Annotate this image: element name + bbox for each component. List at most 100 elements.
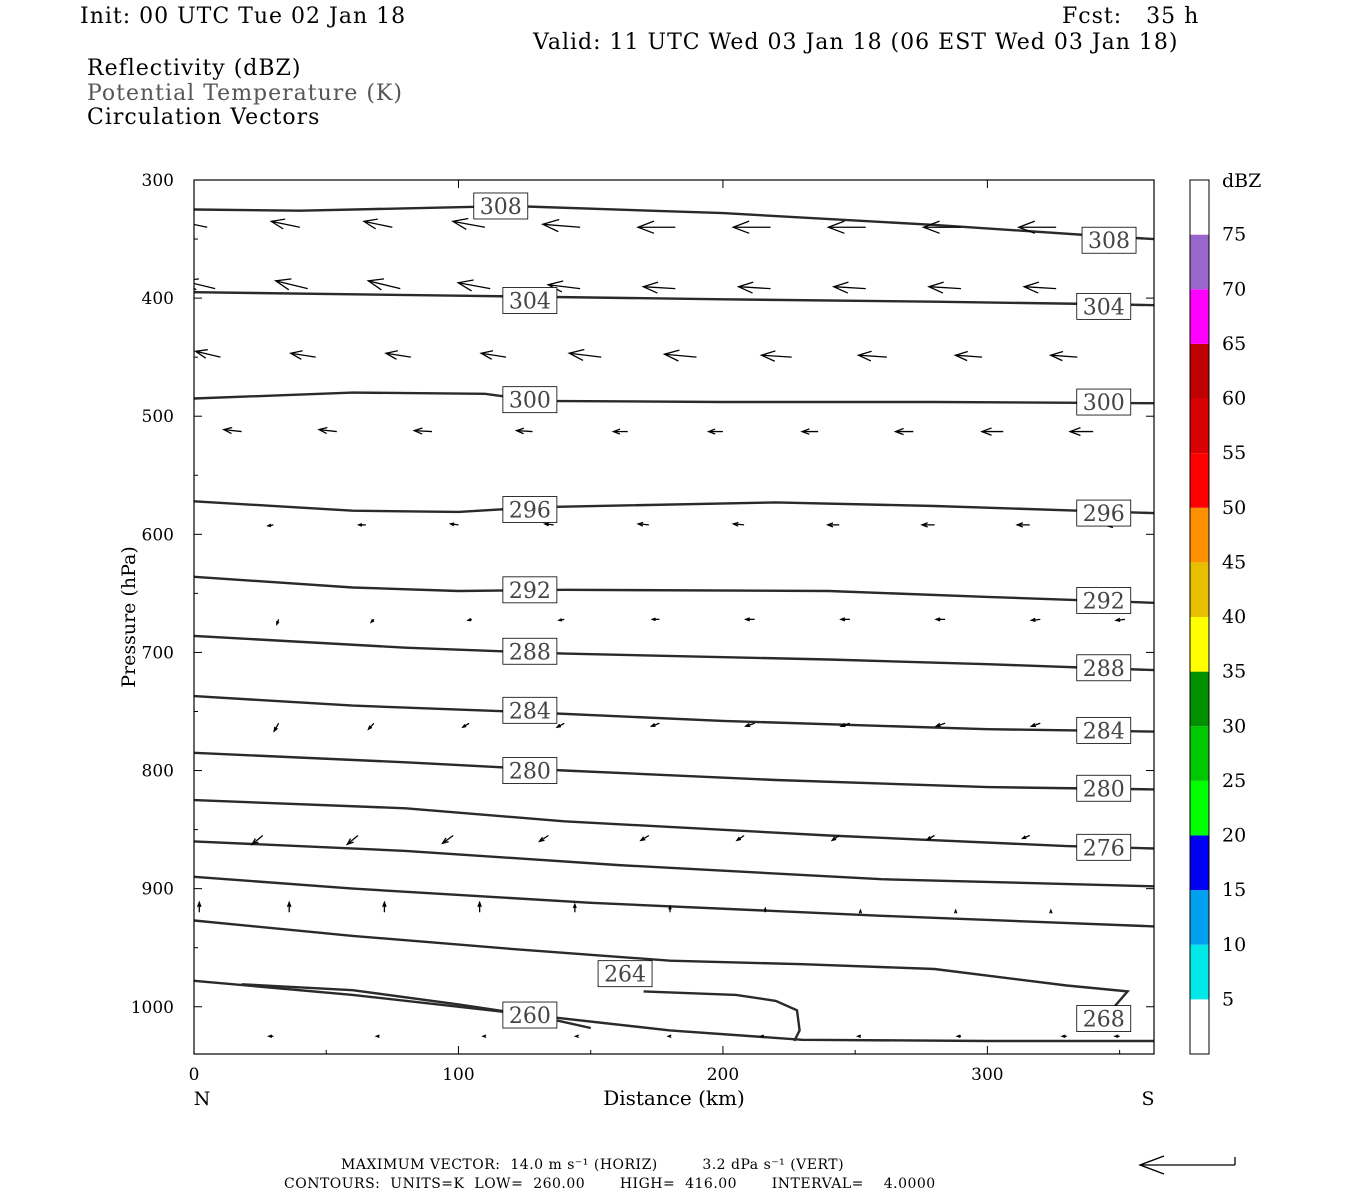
circulation-vector: [921, 220, 961, 234]
contour-label-304: 304: [509, 289, 551, 314]
circulation-vector: [743, 617, 755, 622]
circulation-vector: [831, 281, 866, 294]
contour-label-288: 288: [509, 640, 551, 665]
circulation-vector: [1048, 350, 1078, 362]
forecast-hour: Fcst: 35 h: [1062, 4, 1200, 29]
circulation-vector: [384, 350, 411, 360]
circulation-vector: [267, 1034, 274, 1039]
colorbar-label: 55: [1222, 442, 1246, 464]
contour-label-308: 308: [480, 195, 522, 220]
circulation-vector: [731, 220, 771, 234]
circulation-vector: [546, 280, 581, 293]
colorbar-label: 20: [1222, 825, 1246, 847]
circulation-vector: [920, 522, 935, 528]
circulation-vector: [369, 618, 375, 624]
circulation-vector: [839, 722, 851, 728]
contour-label-296: 296: [1083, 502, 1125, 527]
circulation-vector: [639, 834, 650, 842]
contour-label-box: [473, 192, 529, 220]
circulation-vector: [194, 223, 208, 228]
contour-label-box: [502, 757, 558, 784]
circulation-vector: [893, 427, 914, 436]
circulation-vector: [763, 906, 767, 913]
contour-label-268: 268: [1083, 1008, 1125, 1033]
circulation-vector: [567, 348, 602, 362]
contour-info: CONTOURS: UNITS=K LOW= 260.00 HIGH= 416.…: [284, 1176, 936, 1192]
y-tick-label: 400: [142, 289, 174, 309]
circulation-vector: [557, 618, 565, 622]
y-axis-title: Pressure (hPa): [118, 546, 140, 688]
circulation-vector: [479, 350, 507, 360]
colorbar-label: 40: [1222, 606, 1246, 628]
circulation-vector: [636, 521, 649, 527]
contour-272: [194, 840, 1154, 888]
colorbar-label: 30: [1222, 715, 1246, 737]
contour-label-292: 292: [1083, 589, 1125, 614]
circulation-vector: [222, 426, 242, 435]
circulation-vector: [758, 1034, 765, 1039]
contour-label-264: 264: [604, 963, 646, 988]
circulation-vector: [980, 427, 1004, 436]
contour-label-284: 284: [509, 699, 551, 724]
init-time: Init: 00 UTC Tue 02 Jan 18: [80, 4, 407, 29]
colorbar-cell: [1190, 780, 1209, 836]
circulation-vector: [537, 834, 549, 843]
contour-284: [194, 694, 1154, 733]
circulation-vector: [839, 617, 850, 622]
colorbar-cell: [1190, 835, 1209, 891]
circulation-vector: [194, 349, 221, 359]
contour-300: [194, 391, 1154, 405]
contour-label-280: 280: [509, 760, 551, 785]
circulation-vector: [1022, 281, 1057, 294]
contour-label-box: [1076, 833, 1132, 861]
x-tick-label: 100: [442, 1065, 474, 1085]
y-tick-label: 700: [142, 643, 174, 663]
circulation-vector: [927, 281, 961, 294]
circulation-vector: [1016, 220, 1057, 234]
circulation-vector: [573, 1034, 579, 1039]
colorbar-cell: [1190, 453, 1209, 508]
circulation-vector: [382, 900, 387, 913]
contour-label-box: [502, 386, 558, 414]
x-tick-label: 300: [971, 1065, 1003, 1085]
circulation-vector: [825, 522, 840, 528]
colorbar-label: 35: [1222, 661, 1246, 683]
y-tick-label: 900: [142, 880, 174, 900]
circulation-vector: [362, 218, 393, 230]
contour-label-box: [1076, 292, 1132, 320]
circulation-vector: [666, 1034, 672, 1039]
contour-label-260: 260: [509, 1004, 551, 1029]
colorbar-cell: [1190, 999, 1209, 1054]
contour-label-box: [502, 576, 558, 604]
contour-label-box: [502, 696, 558, 724]
colorbar-cell: [1190, 234, 1209, 290]
circulation-vector: [731, 521, 745, 527]
circulation-vector: [317, 426, 337, 435]
circulation-vector: [514, 427, 533, 435]
circulation-vector: [269, 218, 300, 230]
contour-292: [194, 575, 1154, 604]
contour-label-300: 300: [509, 389, 551, 414]
field-potential-temperature: Potential Temperature (K): [87, 81, 403, 106]
colorbar-cell: [1190, 890, 1209, 945]
circulation-vector: [759, 350, 792, 362]
max-vector-note: MAXIMUM VECTOR: 14.0 m s⁻¹ (HORIZ) 3.2 d…: [341, 1157, 845, 1173]
contour-label-box: [597, 960, 653, 988]
contour-label-box: [502, 1001, 558, 1029]
circulation-vector: [250, 834, 264, 846]
circulation-vector: [441, 834, 454, 845]
circulation-vector: [1015, 522, 1030, 528]
contour-label-276: 276: [1083, 836, 1125, 861]
contour-label-box: [1076, 499, 1132, 527]
colorbar-title: dBZ: [1222, 170, 1261, 192]
y-tick-label: 1000: [131, 998, 174, 1018]
circulation-vector: [953, 350, 983, 362]
contour-label-box: [502, 637, 558, 665]
circulation-vector: [273, 722, 280, 733]
circulation-vector: [276, 619, 280, 626]
contour-label-box: [1076, 388, 1132, 416]
circulation-vector: [366, 278, 401, 291]
contour-label-box: [502, 496, 558, 523]
y-tick-label: 500: [142, 407, 174, 427]
reference-vector-head: [1138, 1155, 1165, 1175]
